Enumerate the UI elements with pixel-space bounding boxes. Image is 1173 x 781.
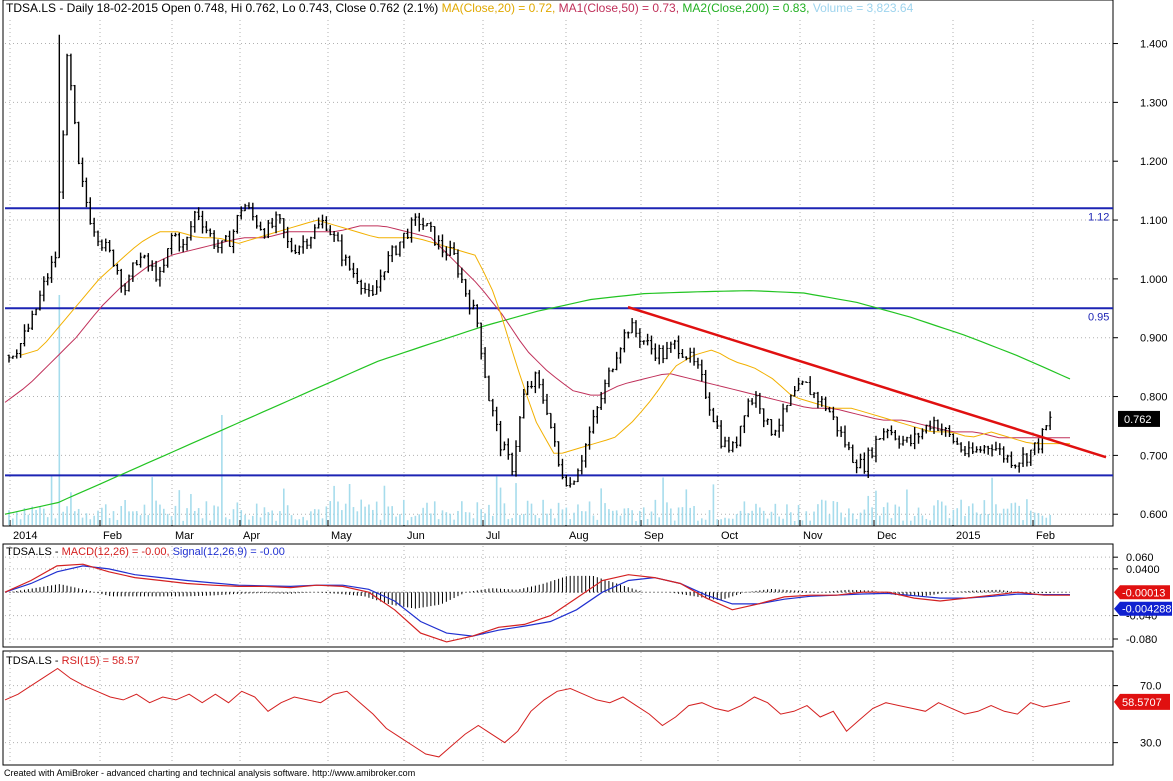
header-symbol: TDSA.LS: [6, 1, 56, 15]
macd-header-signal: Signal(12,26,9) = -0.00: [173, 546, 285, 558]
price-tick-label: 1.300: [1140, 97, 1168, 109]
grid-lines: [5, 20, 1118, 764]
header-summary: - Daily 18-02-2015 Open 0.748, Hi 0.762,…: [56, 1, 438, 15]
signal-value-marker: [1114, 601, 1172, 616]
month-tick-label: Feb: [1036, 530, 1055, 542]
rsi-value-marker: [1114, 693, 1170, 710]
macd-line: [4, 563, 1070, 643]
month-tick-label: Jun: [407, 530, 425, 542]
rsi-value-label: 58.5707: [1122, 697, 1162, 709]
month-tick-label: Sep: [644, 530, 664, 542]
header-ma20: MA(Close,20) = 0.72,: [442, 1, 556, 15]
moving-averages: [4, 219, 1071, 515]
month-tick-label: Nov: [803, 530, 823, 542]
macd-header: TDSA.LS - MACD(12,26) = -0.00, Signal(12…: [6, 546, 285, 558]
price-tick-label: 0.700: [1140, 450, 1168, 462]
price-tick-label: 1.400: [1140, 39, 1168, 51]
macd-lines: [4, 563, 1070, 643]
rsi-header: TDSA.LS - RSI(15) = 58.57: [6, 655, 140, 667]
level-label: 0.95: [1088, 311, 1109, 323]
month-tick-label: 2014: [13, 530, 37, 542]
rsi-tick-label: 70.0: [1140, 681, 1161, 693]
rsi-line: [4, 667, 1071, 758]
macd-panel-frame: [2, 543, 1114, 648]
price-tick-label: 1.200: [1140, 156, 1168, 168]
price-tick-label: 0.900: [1140, 333, 1168, 345]
red-trendline: [627, 305, 1107, 459]
month-tick-label: Apr: [243, 530, 260, 542]
header-ma200: MA2(Close,200) = 0.83,: [682, 1, 809, 15]
price-tick-label: 1.000: [1140, 274, 1168, 286]
month-tick-label: Jul: [486, 530, 500, 542]
month-tick-label: Dec: [877, 530, 897, 542]
macd-tick-label: 0.0400: [1126, 564, 1160, 576]
price-bars: [7, 34, 1052, 488]
price-header: TDSA.LS - Daily 18-02-2015 Open 0.748, H…: [6, 1, 914, 15]
macd-value-label: -0.00013: [1122, 587, 1165, 599]
horizontal-levels: 1.12 0.95: [5, 207, 1113, 477]
signal-value-label: -0.004288: [1122, 604, 1172, 616]
ma200-line: [4, 290, 1071, 515]
volume-bars: [8, 295, 1051, 525]
footer-credit: Created with AmiBroker - advanced charti…: [4, 768, 416, 778]
price-tick-label: 0.600: [1140, 509, 1168, 521]
macd-tick-label: -0.080: [1126, 634, 1157, 646]
header-volume: Volume = 3,823.64: [813, 1, 914, 15]
month-tick-label: Aug: [569, 530, 589, 542]
macd-tick-label: 0.060: [1126, 552, 1154, 564]
rsi-line: [4, 667, 1071, 758]
price-tick-label: 0.800: [1140, 392, 1168, 404]
month-tick-label: Mar: [175, 530, 194, 542]
price-panel-frame: [2, 0, 1114, 527]
month-tick-label: Oct: [721, 530, 738, 542]
macd-header-macd: MACD(12,26) = -0.00,: [62, 546, 170, 558]
rsi-header-symbol: TDSA.LS -: [6, 655, 62, 667]
month-tick-label: May: [331, 530, 352, 542]
price-tick-label: 1.100: [1140, 215, 1168, 227]
rsi-header-value: RSI(15) = 58.57: [62, 655, 140, 667]
rsi-panel-frame: [2, 650, 1114, 766]
month-tick-label: Feb: [103, 530, 122, 542]
ma20-line: [19, 219, 1070, 454]
month-tick-label: 2015: [956, 530, 980, 542]
last-price-label: 0.762: [1124, 414, 1152, 426]
level-label: 1.12: [1088, 211, 1109, 223]
trend-line: [627, 305, 1107, 459]
rsi-tick-label: 30.0: [1140, 738, 1161, 750]
last-price-marker: [1118, 410, 1160, 427]
macd-value-marker: [1114, 585, 1170, 600]
header-ma50: MA1(Close,50) = 0.73,: [559, 1, 679, 15]
axis-labels: 2014 Feb Mar Apr May Jun Jul Aug Sep Oct Nov Dec 201…: [13, 39, 1172, 750]
macd-header-symbol: TDSA.LS -: [6, 546, 62, 558]
